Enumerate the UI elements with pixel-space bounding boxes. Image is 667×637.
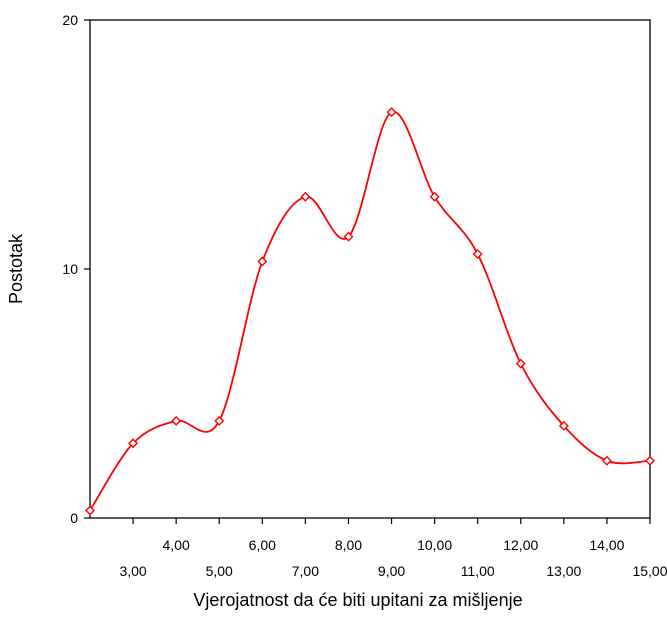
x-tick-label: 14,00: [589, 537, 624, 553]
data-point: [558, 420, 569, 431]
data-point: [472, 249, 483, 260]
x-tick-label: 10,00: [417, 537, 452, 553]
data-markers: [85, 107, 655, 516]
x-tick-label: 12,00: [503, 537, 538, 553]
data-point: [85, 505, 95, 516]
data-point: [515, 358, 526, 369]
x-tick-label: 3,00: [119, 563, 146, 579]
x-axis: 3,00 4,00 5,00 6,00 7,00 8,00 9,00 10,00 11,00 12…: [119, 518, 667, 579]
data-point: [214, 415, 225, 426]
y-tick-label: 20: [62, 12, 78, 28]
y-tick-label: 10: [62, 261, 78, 277]
x-tick-label: 8,00: [335, 537, 362, 553]
data-point: [300, 191, 311, 202]
data-point: [601, 455, 612, 466]
x-tick-label: 7,00: [292, 563, 319, 579]
x-tick-label: 13,00: [546, 563, 581, 579]
data-point: [171, 415, 182, 426]
x-tick-label: 11,00: [461, 563, 495, 579]
x-axis-title: Vjerojatnost da će biti upitani za mišlj…: [193, 590, 522, 610]
data-point: [386, 107, 397, 118]
x-tick-label: 9,00: [378, 563, 405, 579]
series-line: [89, 111, 651, 512]
x-tick-label: 4,00: [163, 537, 190, 553]
y-tick-label: 0: [70, 510, 78, 526]
x-tick-label: 5,00: [206, 563, 233, 579]
data-point: [343, 231, 354, 242]
data-point: [429, 191, 440, 202]
data-point: [645, 455, 655, 466]
data-point: [128, 438, 139, 449]
y-axis-title: Postotak: [6, 233, 26, 304]
x-tick-label: 6,00: [249, 537, 276, 553]
plot-area: [89, 19, 651, 519]
data-point: [257, 256, 268, 267]
x-tick-label: 15,00: [632, 563, 667, 579]
y-axis: 0 10 20: [62, 12, 90, 526]
plot-frame: [89, 19, 651, 519]
